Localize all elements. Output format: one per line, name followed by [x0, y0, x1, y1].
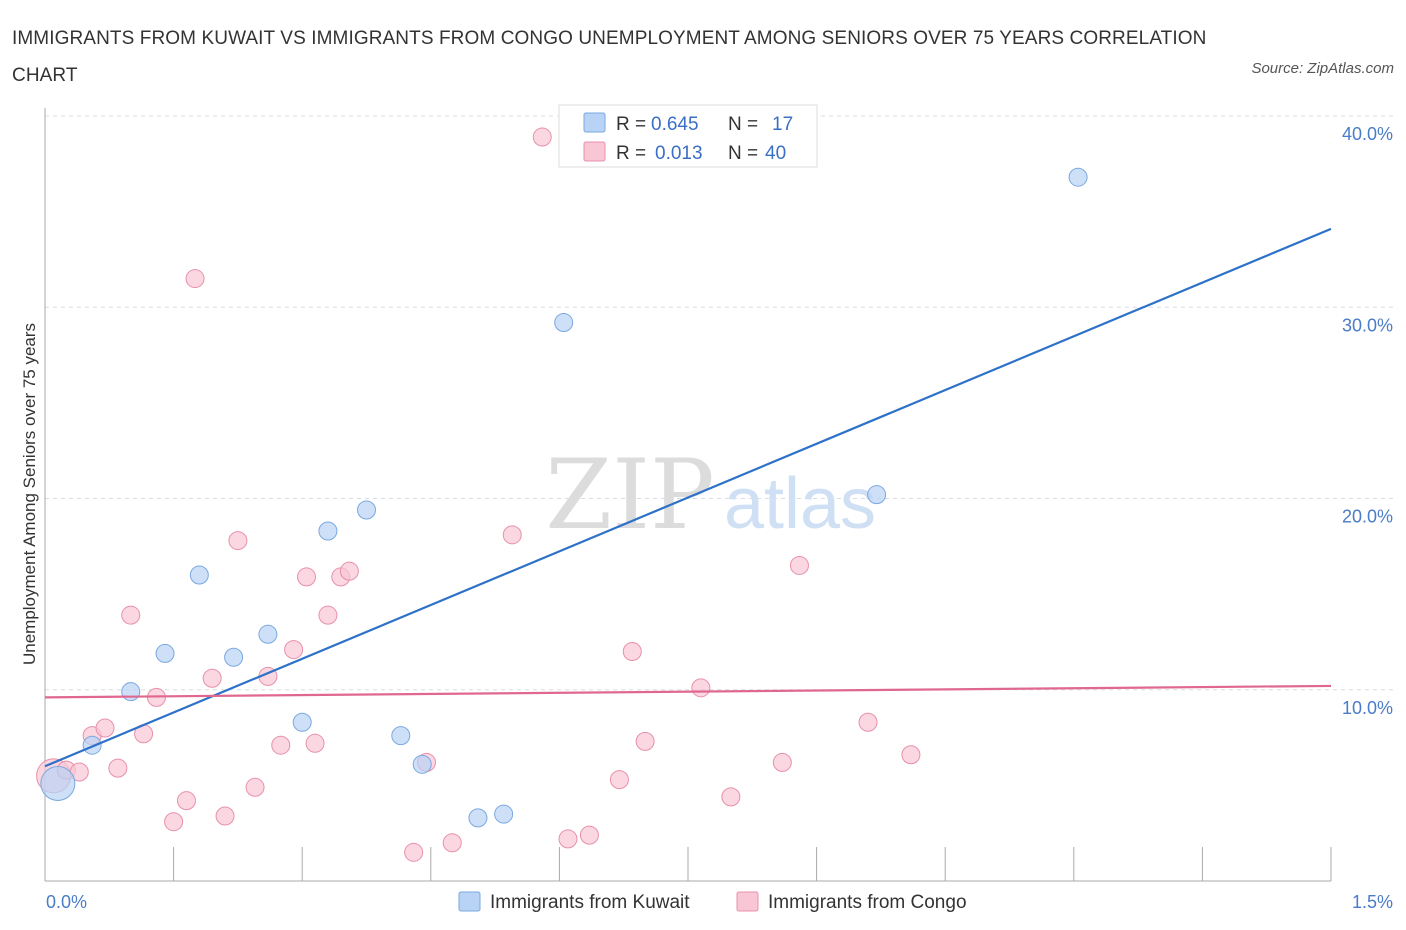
kuwait-point-5: [224, 647, 244, 667]
kuwait-trend-line: [44, 227, 1332, 768]
trend-lines: [44, 227, 1332, 768]
legend-n-label-congo: N =: [728, 143, 758, 164]
series-legend-swatch-congo: [736, 891, 759, 912]
congo-point-26: [442, 833, 462, 853]
legend-r-value-congo: 0.013: [655, 143, 703, 164]
legend-r-value-kuwait: 0.645: [651, 114, 699, 135]
x-tick-label-start: 0.0%: [46, 892, 87, 912]
series-legend-label-kuwait: Immigrants from Kuwait: [490, 892, 690, 913]
chart-title: IMMIGRANTS FROM KUWAIT VS IMMIGRANTS FRO…: [12, 28, 1207, 86]
kuwait-point-12: [468, 808, 488, 828]
congo-point-14: [228, 531, 248, 551]
congo-point-5: [108, 758, 128, 778]
congo-point-34: [691, 678, 711, 698]
legend-r-label-congo: R =: [616, 143, 646, 164]
congo-trend-line: [44, 684, 1332, 699]
series-legend: Immigrants from Kuwait Immigrants from C…: [458, 891, 967, 913]
congo-point-19: [296, 567, 316, 587]
congo-point-17: [271, 735, 291, 755]
congo-point-12: [202, 668, 222, 688]
y-tick-label-2: 30.0%: [1342, 315, 1393, 335]
congo-point-10: [176, 791, 196, 811]
series-legend-swatch-kuwait: [458, 891, 481, 912]
y-tick-label-0: 10.0%: [1342, 698, 1393, 718]
y-tick-label-3: 40.0%: [1342, 124, 1393, 144]
kuwait-point-16: [1068, 167, 1088, 187]
watermark: ZIP atlas: [545, 439, 876, 551]
congo-point-31: [609, 770, 629, 790]
congo-point-23: [339, 561, 359, 581]
congo-point-27: [502, 525, 522, 545]
congo-point-33: [635, 731, 655, 751]
kuwait-point-6: [258, 624, 278, 644]
kuwait-point-13: [494, 804, 514, 824]
congo-point-20: [305, 733, 325, 753]
congo-point-18: [284, 640, 304, 660]
axes: [44, 108, 1332, 882]
congo-point-15: [245, 777, 265, 797]
kuwait-point-11: [412, 754, 432, 774]
legend-n-value-kuwait: 17: [772, 114, 793, 135]
watermark-atlas: atlas: [724, 464, 876, 544]
y-tick-labels: 10.0% 20.0% 30.0% 40.0%: [1342, 124, 1393, 718]
congo-point-28: [532, 127, 552, 147]
legend-swatch-kuwait: [583, 112, 606, 133]
y-axis-label: Unemployment Among Seniors over 75 years: [20, 323, 39, 665]
congo-point-11: [185, 269, 205, 289]
kuwait-point-1: [82, 735, 102, 755]
kuwait-point-7: [292, 712, 312, 732]
kuwait-point-9: [357, 500, 376, 520]
kuwait-point-14: [554, 313, 574, 333]
congo-point-13: [215, 806, 235, 826]
grid-lines: [45, 115, 1393, 691]
congo-point-29: [558, 829, 578, 849]
congo-point-36: [772, 752, 792, 772]
kuwait-point-2: [121, 682, 141, 702]
legend-r-label-kuwait: R =: [616, 114, 646, 135]
series-legend-label-congo: Immigrants from Congo: [768, 892, 967, 913]
kuwait-point-15: [867, 485, 887, 505]
congo-point-30: [579, 825, 599, 845]
congo-point-39: [901, 745, 921, 765]
correlation-legend: R = 0.645 N = 17 R = 0.013 N = 40: [558, 104, 818, 168]
congo-point-4: [95, 718, 115, 738]
legend-n-label-kuwait: N =: [728, 114, 758, 135]
kuwait-point-8: [318, 521, 338, 541]
kuwait-point-10: [391, 726, 411, 746]
congo-point-35: [721, 787, 741, 807]
congo-point-38: [858, 712, 878, 732]
legend-n-value-congo: 40: [765, 143, 786, 164]
legend-swatch-congo: [583, 141, 606, 162]
watermark-zip: ZIP: [545, 439, 714, 551]
source-label: Source: ZipAtlas.com: [1251, 60, 1394, 77]
kuwait-point-3: [155, 643, 175, 663]
congo-point-21: [318, 605, 338, 625]
y-tick-label-1: 20.0%: [1342, 507, 1393, 527]
congo-point-37: [789, 555, 809, 575]
kuwait-point-0: [40, 765, 76, 801]
congo-point-6: [121, 605, 141, 625]
x-tick-label-end: 1.5%: [1352, 892, 1393, 912]
congo-point-9: [164, 812, 184, 832]
kuwait-point-4: [189, 565, 209, 585]
congo-point-32: [622, 642, 642, 661]
congo-point-24: [404, 842, 424, 862]
